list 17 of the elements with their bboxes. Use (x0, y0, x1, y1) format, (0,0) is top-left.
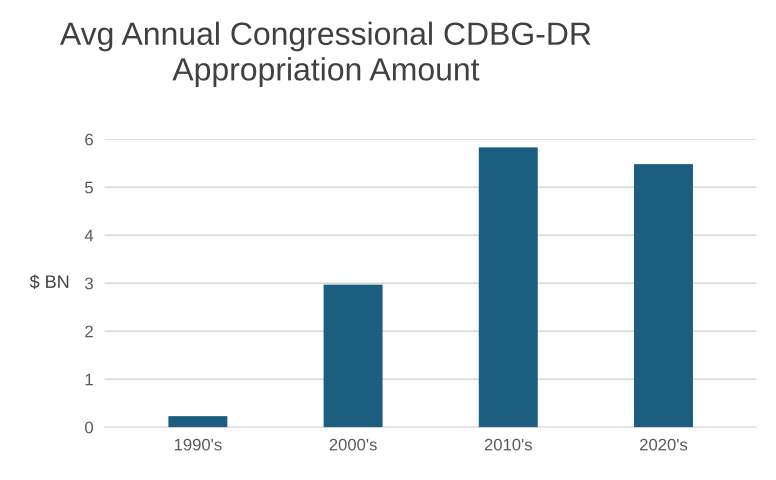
x-tick-label: 2010's (484, 438, 532, 451)
y-tick-label: 3 (85, 278, 93, 290)
bar (324, 284, 383, 428)
y-tick-label: 1 (86, 374, 93, 386)
y-tick-label: 4 (84, 230, 94, 242)
x-tick-label: 2000's (330, 438, 377, 451)
y-tick-label: 5 (85, 182, 93, 194)
bar (478, 147, 538, 428)
x-tick-label: 1990's (174, 438, 222, 451)
y-tick-label: 2 (85, 326, 93, 338)
chart-title: Avg Annual Congressional CDBG-DR Appropriation Amount (60, 22, 590, 87)
y-axis-title: $ BN (30, 274, 68, 290)
y-tick-label: 0 (85, 422, 93, 434)
bar (168, 416, 228, 428)
y-tick-label: 6 (85, 134, 93, 146)
bar (634, 164, 693, 428)
x-tick-label: 2020's (640, 438, 688, 451)
